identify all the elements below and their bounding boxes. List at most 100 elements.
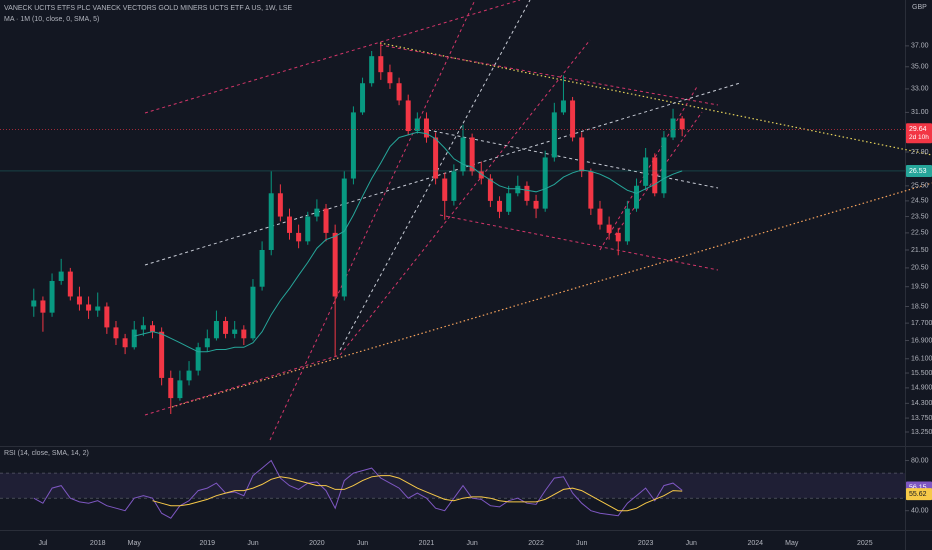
candle-body bbox=[387, 72, 393, 84]
candle-body bbox=[624, 208, 630, 242]
x-tick-label: Jun bbox=[466, 540, 477, 547]
candle-body bbox=[579, 137, 585, 172]
channel-line bbox=[339, 39, 591, 356]
ma-badge-bg bbox=[906, 164, 932, 177]
candle-body bbox=[414, 118, 420, 132]
x-tick-label: 2018 bbox=[90, 540, 106, 547]
y-tick-label: 14.300 bbox=[911, 400, 932, 407]
candle-body bbox=[314, 208, 320, 217]
y-tick-label: 33.00 bbox=[911, 86, 929, 93]
candle-body bbox=[168, 377, 174, 399]
rsi-line bbox=[33, 459, 683, 519]
y-tick-label: 35.00 bbox=[911, 64, 929, 71]
candle-body bbox=[186, 370, 192, 381]
x-tick-label: 2025 bbox=[857, 540, 873, 547]
candle-body bbox=[378, 56, 384, 73]
rsi-badge-bg bbox=[906, 488, 932, 501]
candle-body bbox=[195, 347, 201, 371]
channel-line bbox=[599, 84, 699, 251]
trend-line bbox=[144, 82, 741, 266]
rsi-title: RSI (14, close, SMA, 14, 2) bbox=[4, 450, 89, 457]
y-tick-label: 20.50 bbox=[911, 265, 929, 272]
y-tick-label: 16.100 bbox=[911, 356, 932, 363]
trend-line bbox=[427, 129, 719, 189]
x-tick-label: Jun bbox=[357, 540, 368, 547]
candle-body bbox=[643, 157, 649, 186]
candle-body bbox=[597, 208, 603, 225]
candle-body bbox=[232, 329, 238, 334]
candle-body bbox=[487, 178, 493, 201]
candle-body bbox=[95, 306, 101, 311]
candle-body bbox=[423, 118, 429, 138]
x-tick-label: 2019 bbox=[200, 540, 216, 547]
candle-body bbox=[159, 331, 165, 378]
channel-line bbox=[144, 0, 521, 114]
candle-body bbox=[296, 232, 302, 242]
drawings bbox=[144, 0, 932, 441]
y-tick-label: 19.50 bbox=[911, 284, 929, 291]
candle-body bbox=[524, 185, 530, 201]
y-tick-label: 24.50 bbox=[911, 198, 929, 205]
candle-body bbox=[460, 137, 466, 172]
candle-body bbox=[442, 178, 448, 201]
y-tick-label: 80.00 bbox=[911, 457, 929, 464]
last-price-badge: 29.64 bbox=[909, 126, 927, 133]
candle-body bbox=[76, 296, 82, 305]
candle-body bbox=[661, 137, 667, 194]
candle-body bbox=[150, 325, 156, 332]
y-tick-label: 17.700 bbox=[911, 320, 932, 327]
candle-body bbox=[433, 137, 439, 179]
y-tick-label: 16.900 bbox=[911, 337, 932, 344]
candle-body bbox=[177, 380, 183, 399]
x-tick-label: Jul bbox=[38, 540, 47, 547]
candle-body bbox=[131, 329, 137, 348]
x-tick-label: 2023 bbox=[638, 540, 654, 547]
candle-body bbox=[497, 200, 503, 212]
candle-body bbox=[560, 100, 566, 113]
support-line bbox=[171, 182, 932, 408]
candle-body bbox=[213, 321, 219, 339]
candle-body bbox=[223, 321, 229, 334]
y-tick-label: 18.50 bbox=[911, 303, 929, 310]
candle-body bbox=[241, 329, 247, 339]
candle-body bbox=[679, 118, 685, 130]
x-tick-label: May bbox=[128, 540, 142, 547]
y-tick-label: 22.50 bbox=[911, 230, 929, 237]
y-tick-label: 25.50 bbox=[911, 183, 929, 190]
candle-body bbox=[31, 300, 37, 307]
candle-body bbox=[40, 300, 46, 313]
currency-label: GBP bbox=[912, 4, 927, 11]
candle-body bbox=[286, 216, 292, 233]
candle-body bbox=[634, 185, 640, 209]
y-tick-label: 21.50 bbox=[911, 247, 929, 254]
candle-body bbox=[515, 185, 521, 194]
candle-body bbox=[86, 304, 92, 311]
x-tick-label: 2020 bbox=[309, 540, 325, 547]
channel-line bbox=[144, 354, 341, 416]
candle-body bbox=[652, 157, 658, 194]
candle-body bbox=[506, 193, 512, 212]
candle-body bbox=[615, 232, 621, 242]
candle-body bbox=[670, 118, 676, 138]
y-tick-label: 14.900 bbox=[911, 385, 932, 392]
candle-body bbox=[533, 200, 539, 209]
candle-body bbox=[250, 286, 256, 339]
candle-body bbox=[58, 271, 64, 281]
candle-body bbox=[396, 83, 402, 101]
candle-body bbox=[204, 338, 210, 348]
last-price-badge-bg bbox=[906, 123, 932, 144]
candle-body bbox=[588, 171, 594, 209]
candle-body bbox=[49, 280, 55, 313]
rsi-band bbox=[0, 473, 905, 499]
x-tick-label: 2021 bbox=[419, 540, 435, 547]
candle-body bbox=[140, 325, 146, 330]
candle-body bbox=[341, 178, 347, 297]
rsi-badge: 55.62 bbox=[909, 491, 927, 498]
candle-body bbox=[606, 224, 612, 233]
x-tick-label: 2022 bbox=[528, 540, 544, 547]
candle-body bbox=[305, 216, 311, 242]
x-tick-label: Jun bbox=[686, 540, 697, 547]
candle-body bbox=[332, 232, 338, 297]
